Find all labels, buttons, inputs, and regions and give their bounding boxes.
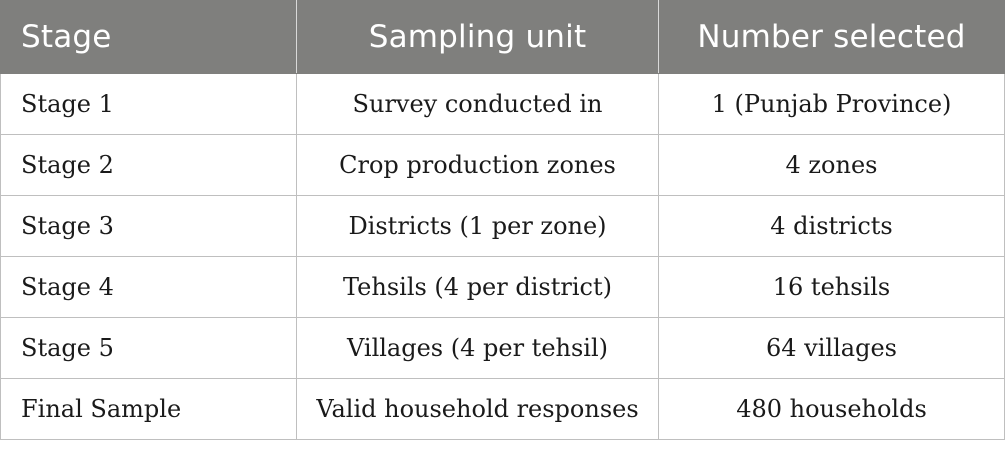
table-row: Stage 5 Villages (4 per tehsil) 64 villa…	[0, 317, 1005, 379]
header-stage: Stage	[0, 0, 297, 74]
cell-sampling-unit: Districts (1 per zone)	[296, 195, 659, 257]
cell-stage: Stage 4	[0, 256, 297, 318]
cell-stage: Final Sample	[0, 378, 297, 440]
cell-number-selected: 64 villages	[658, 317, 1005, 379]
cell-stage: Stage 2	[0, 134, 297, 196]
table-row: Stage 1 Survey conducted in 1 (Punjab Pr…	[0, 73, 1005, 135]
table-row: Stage 3 Districts (1 per zone) 4 distric…	[0, 195, 1005, 257]
cell-number-selected: 4 zones	[658, 134, 1005, 196]
table-body: Stage 1 Survey conducted in 1 (Punjab Pr…	[0, 73, 1005, 440]
header-number-selected: Number selected	[658, 0, 1005, 74]
cell-sampling-unit: Villages (4 per tehsil)	[296, 317, 659, 379]
cell-sampling-unit: Survey conducted in	[296, 73, 659, 135]
table-row: Final Sample Valid household responses 4…	[0, 378, 1005, 440]
table-row: Stage 2 Crop production zones 4 zones	[0, 134, 1005, 196]
cell-stage: Stage 3	[0, 195, 297, 257]
cell-number-selected: 16 tehsils	[658, 256, 1005, 318]
header-sampling-unit: Sampling unit	[296, 0, 659, 74]
cell-stage: Stage 5	[0, 317, 297, 379]
cell-number-selected: 480 households	[658, 378, 1005, 440]
cell-sampling-unit: Crop production zones	[296, 134, 659, 196]
cell-number-selected: 1 (Punjab Province)	[658, 73, 1005, 135]
table-header: Stage Sampling unit Number selected	[0, 0, 1005, 74]
header-row: Stage Sampling unit Number selected	[0, 0, 1005, 74]
cell-sampling-unit: Tehsils (4 per district)	[296, 256, 659, 318]
cell-number-selected: 4 districts	[658, 195, 1005, 257]
cell-sampling-unit: Valid household responses	[296, 378, 659, 440]
sampling-table-container: Stage Sampling unit Number selected Stag…	[0, 0, 1005, 440]
sampling-table: Stage Sampling unit Number selected Stag…	[0, 0, 1005, 440]
table-row: Stage 4 Tehsils (4 per district) 16 tehs…	[0, 256, 1005, 318]
cell-stage: Stage 1	[0, 73, 297, 135]
